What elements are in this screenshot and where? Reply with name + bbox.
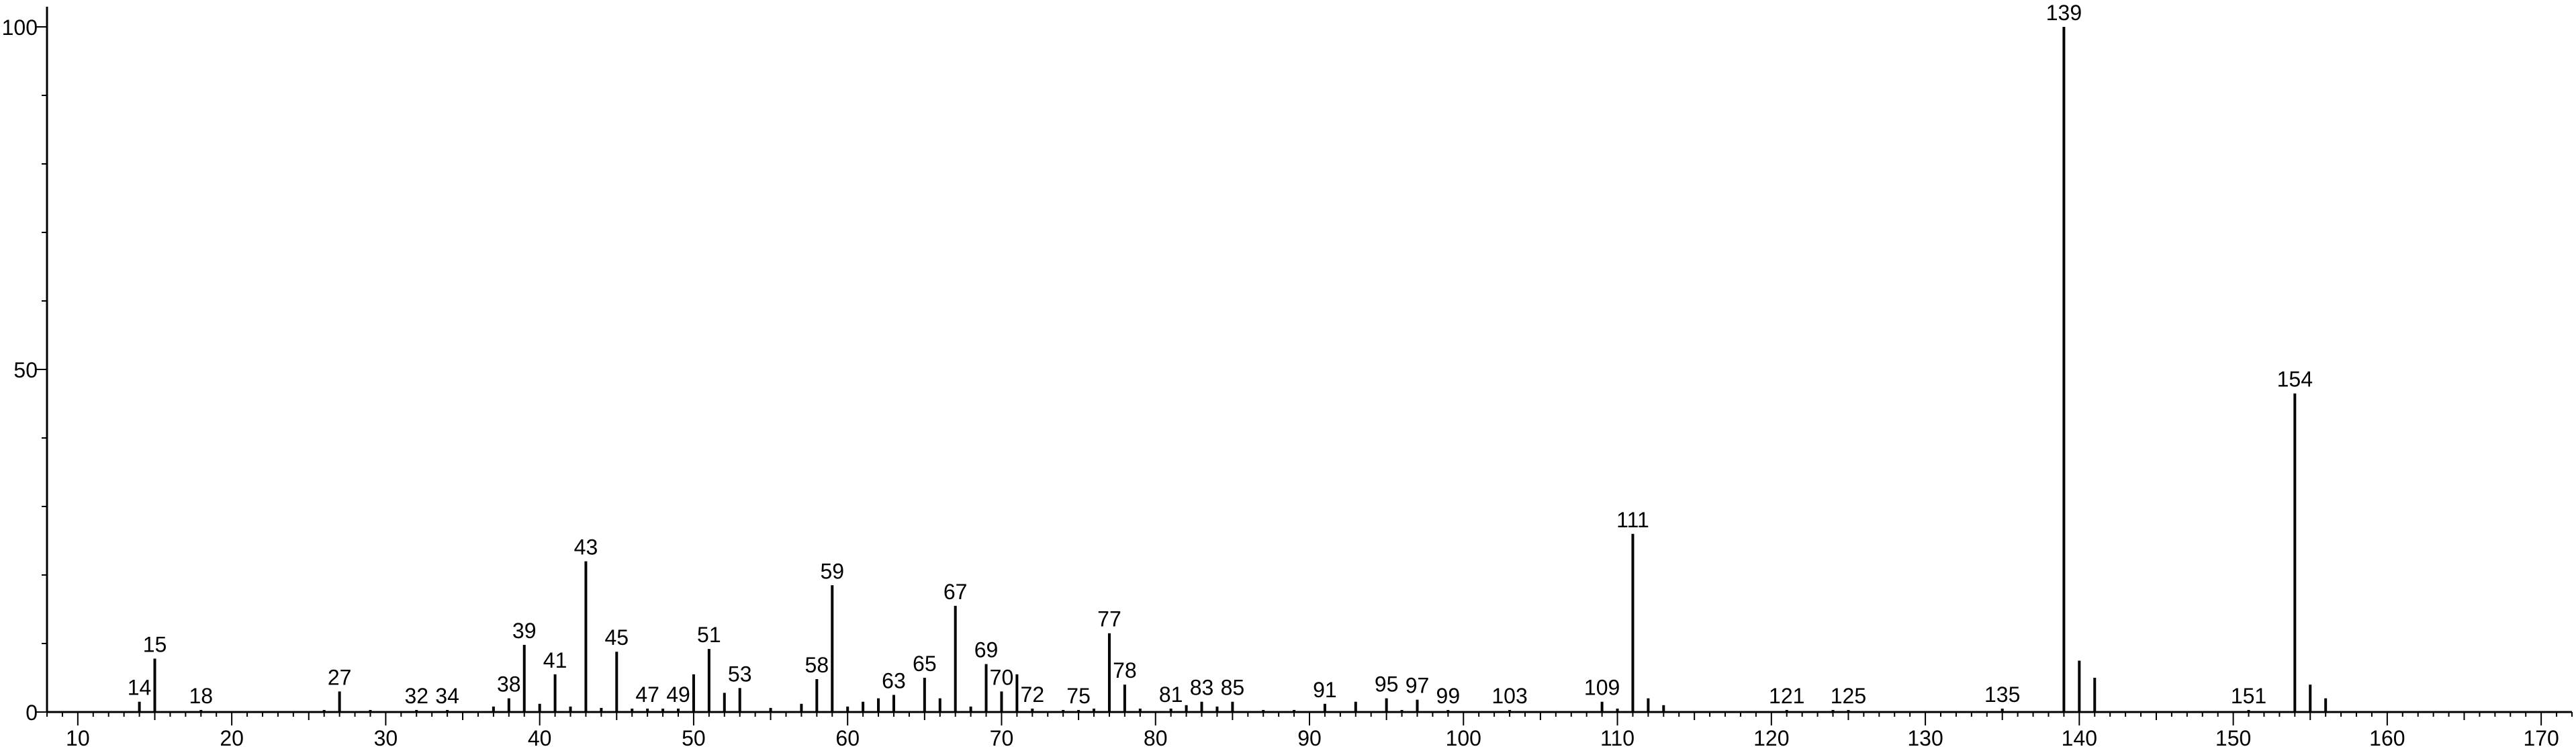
x-tick-label: 50: [682, 726, 706, 750]
peak-label: 59: [820, 559, 844, 583]
peak-label: 39: [512, 619, 537, 643]
x-tick-label: 150: [2215, 726, 2251, 750]
peak-label: 49: [666, 682, 690, 707]
y-tick-label: 100: [2, 15, 38, 40]
peak-label: 99: [1436, 684, 1461, 708]
peak-label: 43: [574, 535, 598, 560]
peak-label: 58: [805, 653, 829, 677]
peak-label: 27: [328, 665, 352, 689]
peak-label: 32: [404, 684, 428, 708]
x-tick-label: 30: [374, 726, 398, 750]
axes: 10 20 30 40 50 60 70 80 90 100 110 120 130 140 150 160 1…: [2, 7, 2573, 750]
x-tick-label: 20: [220, 726, 244, 750]
peak-label: 151: [2231, 684, 2266, 708]
peak-label: 51: [697, 623, 721, 647]
peak-label: 53: [728, 662, 752, 686]
x-tick-label: 80: [1144, 726, 1168, 750]
y-tick-label: 50: [13, 358, 38, 382]
peak-label: 63: [882, 669, 906, 693]
peak-label: 69: [974, 638, 999, 662]
peak-label: 97: [1406, 674, 1430, 698]
peak-label: 103: [1491, 684, 1527, 708]
peak-label: 83: [1190, 676, 1214, 700]
peak-label: 45: [604, 625, 629, 650]
x-tick-label: 120: [1753, 726, 1789, 750]
peak-label: 47: [635, 682, 659, 707]
peak-label: 125: [1831, 684, 1866, 708]
peak-label: 75: [1066, 684, 1091, 708]
peak-label: 109: [1584, 676, 1620, 700]
peak-label: 18: [189, 684, 213, 708]
x-tick-label: 130: [1907, 726, 1943, 750]
peak-label: 77: [1097, 607, 1121, 631]
x-tick-label: 140: [2062, 726, 2097, 750]
x-tick-label: 60: [835, 726, 860, 750]
x-tick-label: 100: [1446, 726, 1481, 750]
x-tick-label: 110: [1600, 726, 1635, 750]
x-tick-label: 70: [990, 726, 1014, 750]
peak-label: 38: [497, 672, 521, 697]
x-tick-label: 90: [1297, 726, 1322, 750]
x-tick-label: 160: [2369, 726, 2405, 750]
peak-label: 111: [1616, 508, 1649, 532]
peak-label: 95: [1375, 672, 1399, 697]
peak-label: 70: [990, 665, 1014, 689]
peak-label: 91: [1313, 678, 1337, 702]
peak-label: 41: [543, 648, 567, 672]
peak-label: 81: [1159, 682, 1183, 707]
peak-label: 72: [1021, 682, 1045, 707]
peak-label: 121: [1769, 684, 1804, 708]
peak-label: 135: [1984, 682, 2020, 707]
peak-label: 85: [1221, 676, 1245, 700]
y-tick-label: 0: [26, 701, 38, 725]
peak-label: 154: [2277, 367, 2313, 392]
x-tick-label: 170: [2523, 726, 2559, 750]
peak-label: 15: [143, 632, 167, 656]
x-tick-label: 10: [66, 726, 90, 750]
peak-label: 67: [944, 580, 968, 604]
peak-bars: [138, 27, 2328, 712]
peak-label: 34: [435, 684, 459, 708]
peak-label: 65: [913, 652, 937, 676]
peak-label: 78: [1113, 658, 1137, 682]
peak-label: 139: [2046, 1, 2082, 25]
x-tick-label: 40: [528, 726, 552, 750]
peak-label: 14: [128, 676, 152, 700]
